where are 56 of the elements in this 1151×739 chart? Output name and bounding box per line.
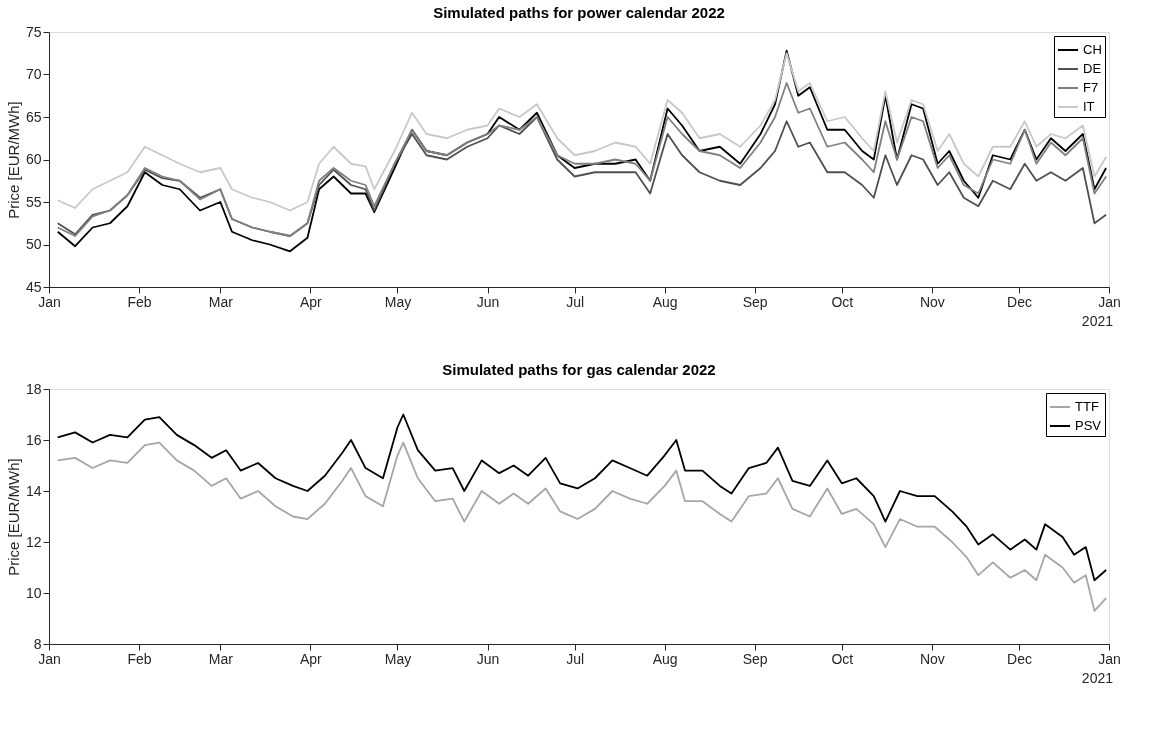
x-tick-label: Feb [127,293,152,310]
x-tick-label: Sep [742,293,768,310]
x-tick-label: Apr [299,650,323,667]
y-tick-label: 50 [25,236,42,252]
x-tick-label: Dec [1007,650,1032,667]
chart-title: Simulated paths for gas calendar 2022 [442,361,716,378]
x-tick-label: Aug [652,650,678,667]
y-tick-label: 12 [25,533,42,550]
y-axis-title: Price [EUR/MWh] [4,101,22,219]
line-series [56,413,1107,582]
x-tick-label: Nov [919,293,945,310]
y-tick-label: 60 [25,151,42,167]
x-tick-label: Mar [208,650,234,667]
x-tick-label: Jan [1098,293,1121,310]
line-series [56,441,1107,612]
x-tick-label: Jan [38,293,61,310]
legend-label: F7 [1083,80,1099,95]
y-axis-title: Price [EUR/MWh] [4,458,22,576]
legend-label: IT [1083,99,1095,114]
x-tick-label: Jul [566,650,585,667]
x-tick-label: Jan [1098,650,1121,667]
y-tick-label: 70 [25,66,42,82]
x-tick-label: May [384,650,412,667]
x-tick-label: Oct [831,650,854,667]
y-tick-label: 75 [25,23,42,40]
x-tick-label: Aug [652,293,678,310]
y-tick-label: 16 [25,431,42,448]
line-series [56,116,1107,237]
x-tick-label: Jul [566,293,585,310]
x-tick-label: Dec [1007,293,1032,310]
y-tick-label: 55 [25,193,42,210]
x-tick-label: Apr [299,293,323,310]
y-tick-label: 10 [25,584,42,601]
x-tick-label: Sep [742,650,768,667]
y-tick-label: 18 [25,380,42,397]
text: 2021 [1081,313,1114,329]
x-tick-label: Mar [208,293,234,310]
x-tick-label: Nov [919,650,945,667]
legend-label: TTF [1075,399,1099,414]
chart-title: Simulated paths for power calendar 2022 [433,4,725,21]
text: 2021 [1081,670,1114,686]
y-tick-label: 65 [25,108,42,125]
x-tick-label: May [384,293,412,310]
line-series [56,52,1107,212]
y-tick-label: 8 [33,635,42,652]
x-tick-label: Jan [38,650,61,667]
y-tick-label: 14 [25,482,42,499]
legend-label: DE [1083,61,1102,76]
x-tick-label: Jun [476,650,500,667]
x-tick-label: Jun [476,293,500,310]
legend-label: CH [1083,42,1102,57]
x-tick-label: Feb [127,650,152,667]
x-tick-label: Oct [831,293,854,310]
line-series [56,82,1107,237]
y-tick-label: 45 [25,278,42,295]
legend-label: PSV [1075,418,1102,433]
